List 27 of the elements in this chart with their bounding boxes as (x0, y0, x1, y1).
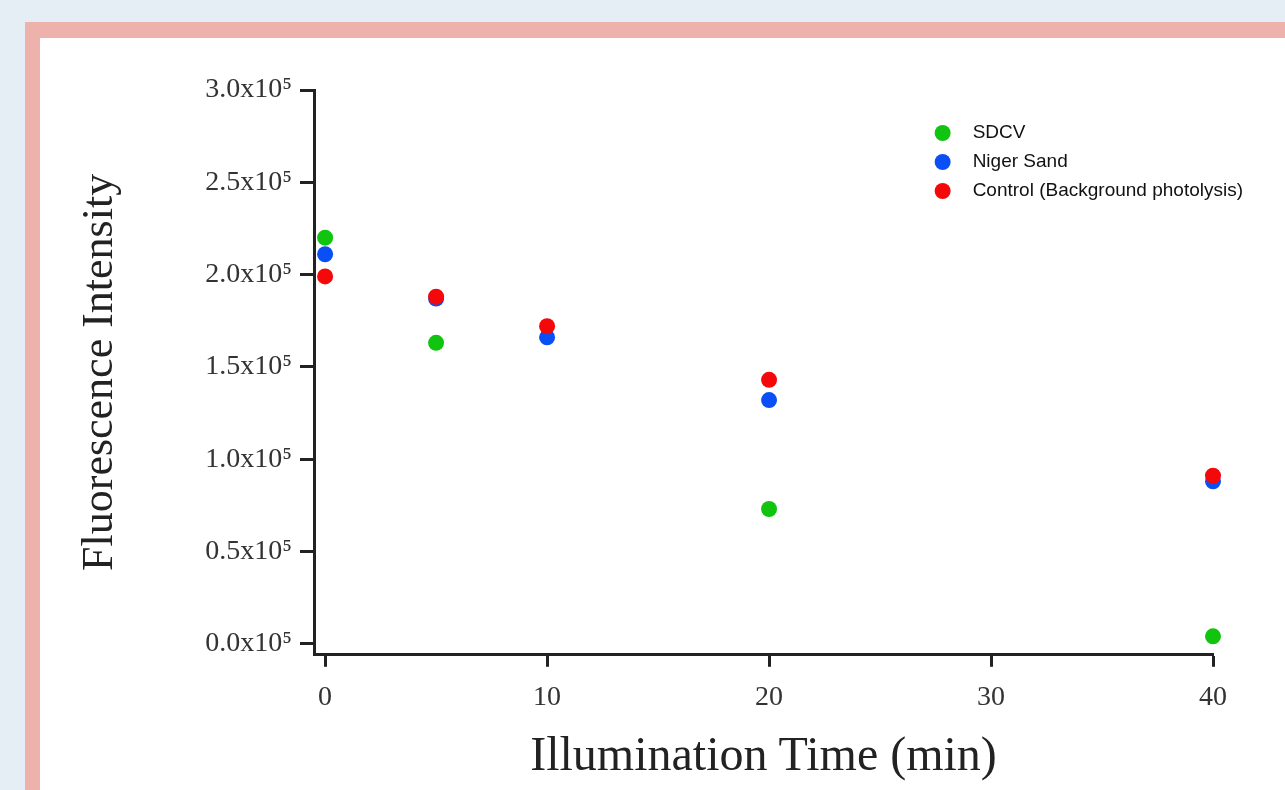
x-axis-title: Illumination Time (min) (530, 726, 997, 781)
legend-label: SDCV (972, 121, 1026, 143)
point (1205, 628, 1221, 645)
point (317, 246, 334, 263)
point (761, 392, 778, 409)
x-tick-label: 10 (533, 679, 562, 711)
legend-label: Control (Background photolysis) (972, 179, 1244, 201)
y-tick-label: 3.0x10⁵ (205, 72, 292, 104)
y-tick-label: 1.5x10⁵ (205, 349, 292, 381)
y-tick-label: 0.0x10⁵ (205, 626, 292, 658)
point (428, 334, 445, 351)
point (539, 318, 556, 335)
point (761, 500, 778, 517)
y-tick-label: 0.5x10⁵ (205, 533, 292, 565)
point (1205, 467, 1221, 484)
y-tick-label: 2.5x10⁵ (205, 164, 292, 196)
point (317, 229, 334, 246)
x-tick-label: 0 (318, 679, 333, 711)
x-tick-label: 20 (755, 679, 784, 711)
point (761, 371, 778, 388)
y-axis-title: Fluorescence Intensity (72, 173, 122, 571)
y-tick-label: 1.0x10⁵ (205, 441, 292, 473)
point (317, 268, 334, 285)
x-tick-label: 30 (977, 679, 1006, 711)
y-tick-label: 2.0x10⁵ (205, 256, 292, 288)
legend-label: Niger Sand (972, 150, 1068, 172)
x-tick-label: 40 (1199, 679, 1227, 711)
